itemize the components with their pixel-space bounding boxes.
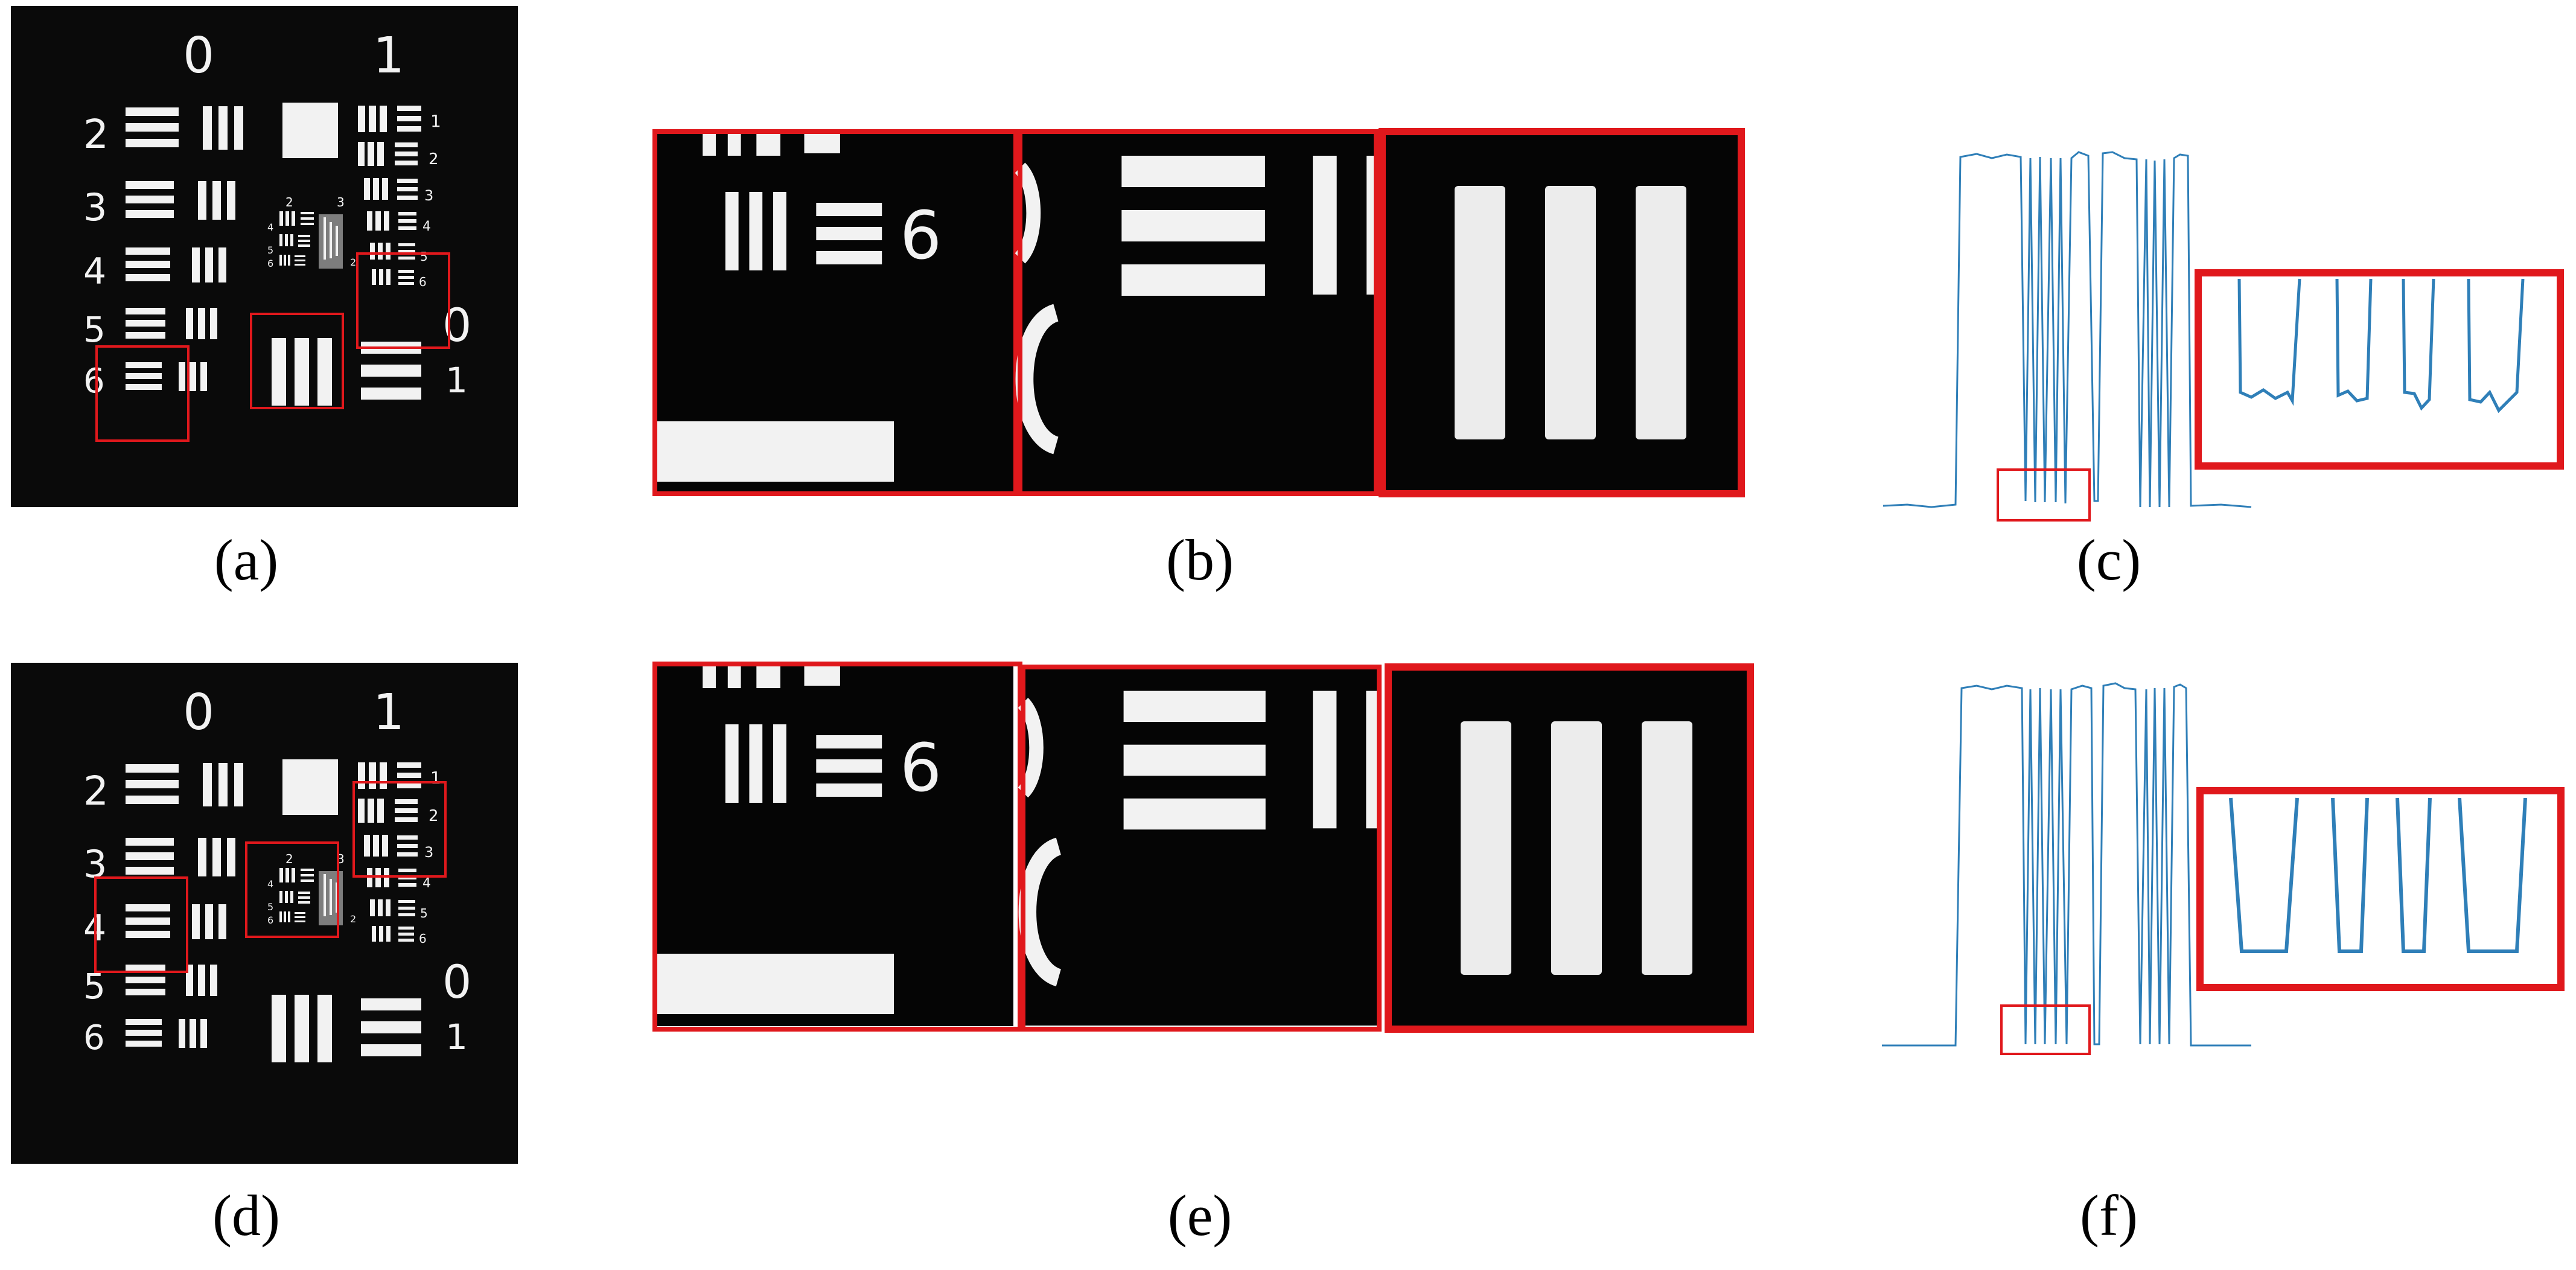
panel-c-profile [1883, 151, 2564, 522]
panel-label-a: (a) [214, 528, 279, 592]
panel-b-crops [652, 132, 1745, 494]
panel-d-image [11, 663, 518, 1164]
panel-label-b: (b) [1166, 528, 1234, 592]
panel-e-crops [652, 664, 1754, 1029]
panel-label-c: (c) [2076, 528, 2141, 592]
panel-label-f: (f) [2080, 1183, 2138, 1248]
panel-label-d: (d) [212, 1183, 280, 1248]
panel-label-e: (e) [1167, 1183, 1232, 1248]
panel-f-profile [1882, 682, 2565, 1055]
panel-a-image [11, 6, 518, 507]
